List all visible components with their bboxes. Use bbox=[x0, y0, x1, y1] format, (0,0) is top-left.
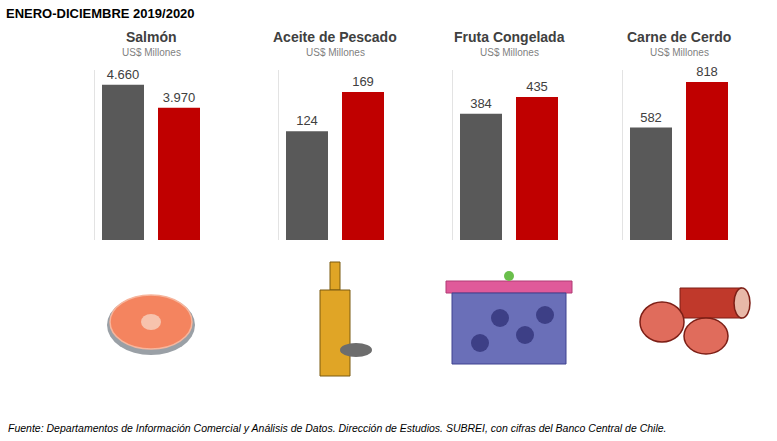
svg-text:3.970: 3.970 bbox=[163, 90, 196, 105]
svg-text:169: 169 bbox=[352, 74, 374, 89]
svg-text:582: 582 bbox=[640, 110, 662, 125]
svg-text:435: 435 bbox=[526, 79, 548, 94]
svg-text:ENERO-DICIEMBRE 2019/2020: ENERO-DICIEMBRE 2019/2020 bbox=[6, 6, 195, 21]
svg-text:4.660: 4.660 bbox=[107, 67, 140, 82]
svg-text:Salmón: Salmón bbox=[126, 29, 177, 45]
svg-text:US$ Millones: US$ Millones bbox=[122, 47, 181, 58]
svg-text:Carne de Cerdo: Carne de Cerdo bbox=[627, 29, 731, 45]
svg-text:Fuente: Departamentos de Infor: Fuente: Departamentos de Información Com… bbox=[8, 422, 667, 434]
svg-text:US$ Millones: US$ Millones bbox=[480, 47, 539, 58]
svg-text:124: 124 bbox=[296, 113, 318, 128]
svg-text:Fruta Congelada: Fruta Congelada bbox=[454, 29, 565, 45]
svg-text:384: 384 bbox=[470, 96, 492, 111]
svg-text:818: 818 bbox=[696, 64, 718, 79]
svg-text:Aceite de Pescado: Aceite de Pescado bbox=[273, 29, 397, 45]
svg-text:US$ Millones: US$ Millones bbox=[650, 47, 709, 58]
svg-text:US$ Millones: US$ Millones bbox=[306, 47, 365, 58]
